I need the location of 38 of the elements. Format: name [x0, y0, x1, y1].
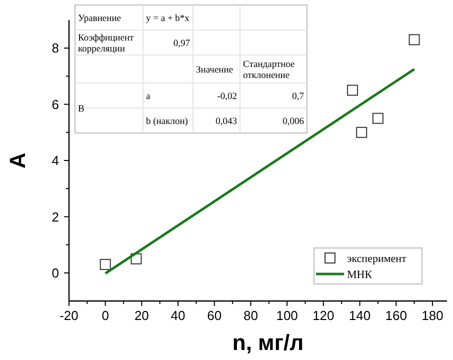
annotation: Значение	[196, 65, 234, 76]
x-tick-label: 140	[348, 308, 371, 323]
point	[347, 84, 358, 96]
y-tick-label: 4	[52, 153, 59, 168]
point	[372, 112, 384, 124]
legend-label: МНК	[347, 268, 373, 281]
x-tick-label: -20	[60, 308, 78, 323]
x-tick-label: 180	[422, 308, 444, 323]
annotation: y = a + b*x	[146, 14, 190, 24]
y-tick-label: 6	[52, 96, 59, 112]
annotation: Стандартное отклонение	[243, 60, 295, 81]
x-tick-label: 40	[170, 308, 186, 323]
y-tick-label: 2	[52, 209, 59, 224]
annotation: 0,006	[282, 116, 304, 127]
x-tick-label: 0	[102, 308, 109, 323]
y-tick-label: 8	[52, 40, 59, 56]
annotation: 0,7	[292, 92, 304, 102]
x-tick-label: 100	[276, 308, 298, 323]
x-tick-label: 20	[134, 308, 149, 323]
x-axis-title: n, мг/л	[232, 330, 304, 355]
annotation: a	[146, 92, 151, 102]
x-tick-label: 60	[207, 308, 222, 323]
annotation: Уравнение	[78, 14, 122, 24]
annotation: -0,02	[217, 92, 238, 102]
point	[100, 258, 111, 270]
x-tick-label: 80	[243, 308, 258, 323]
annotation: 0,97	[173, 38, 190, 49]
point	[408, 34, 420, 46]
y-axis-title: A	[5, 152, 30, 168]
legend-label: эксперимент	[347, 252, 407, 265]
x-tick-label: 160	[385, 308, 407, 323]
annotation: Коэффициент корреляции	[78, 33, 135, 54]
annotation: 0,043	[216, 116, 238, 127]
annotation: b (наклон)	[146, 116, 188, 127]
y-tick-label: 0	[52, 265, 59, 280]
annotation: B	[78, 104, 84, 114]
point	[356, 126, 368, 138]
x-tick-label: 120	[312, 308, 334, 323]
